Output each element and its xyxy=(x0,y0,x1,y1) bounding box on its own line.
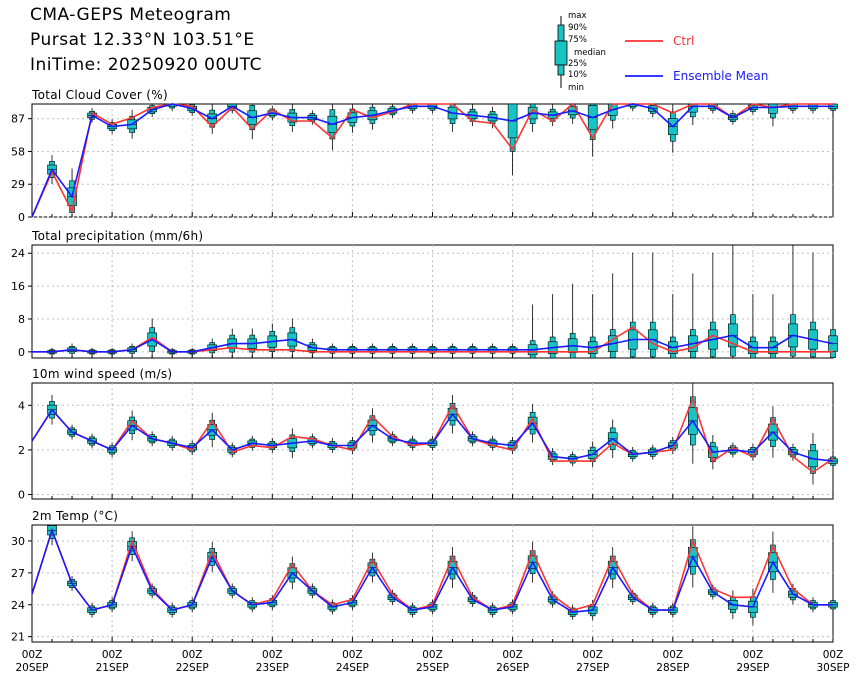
x-tick-label-date: 29SEP xyxy=(736,662,769,674)
legend-box-label: 25% xyxy=(568,59,587,69)
legend-box-label: min xyxy=(568,83,584,93)
x-tick-label-time: 00Z xyxy=(342,649,363,661)
panel-3 xyxy=(28,524,838,643)
x-tick-label-date: 25SEP xyxy=(416,662,449,674)
x-tick-label-date: 23SEP xyxy=(256,662,289,674)
x-tick-label-date: 22SEP xyxy=(176,662,209,674)
panel-title: 2m Temp (°C) xyxy=(32,509,118,523)
ensemble-mean-line xyxy=(31,408,834,462)
y-tick-label: 0 xyxy=(18,346,25,359)
y-tick-label: 8 xyxy=(18,313,25,326)
ensemble-mean-line xyxy=(32,334,834,353)
panel-1 xyxy=(28,244,838,359)
legend-box-label: 10% xyxy=(568,70,587,80)
y-tick-label: 2 xyxy=(18,444,25,457)
legend-box-label: median xyxy=(574,48,606,58)
y-tick-label: 29 xyxy=(11,178,25,191)
x-tick-label-time: 00Z xyxy=(102,649,123,661)
x-tick-label-time: 00Z xyxy=(182,649,203,661)
page-title: CMA-GEPS Meteogram xyxy=(30,5,232,25)
panel-title: Total precipitation (mm/6h) xyxy=(31,229,203,243)
x-tick-label-time: 00Z xyxy=(582,649,603,661)
legend-box-outer xyxy=(557,24,565,42)
x-tick-label-date: 21SEP xyxy=(96,662,129,674)
y-tick-label: 27 xyxy=(11,567,25,580)
y-tick-label: 16 xyxy=(11,280,25,293)
x-tick-label-date: 20SEP xyxy=(16,662,49,674)
x-tick-label-time: 00Z xyxy=(663,649,684,661)
init-time-label: IniTime: 20250920 00UTC xyxy=(30,55,263,75)
y-tick-label: 30 xyxy=(11,535,25,548)
x-tick-label-time: 00Z xyxy=(422,649,443,661)
y-tick-label: 0 xyxy=(18,489,25,502)
x-tick-label-time: 00Z xyxy=(743,649,764,661)
legend-label-mean: Ensemble Mean xyxy=(673,69,768,83)
legend-box-label: max xyxy=(568,11,587,21)
x-tick-label-time: 00Z xyxy=(502,649,523,661)
x-tick-label-time: 00Z xyxy=(262,649,283,661)
x-tick-label-date: 26SEP xyxy=(496,662,529,674)
x-tick-label-date: 30SEP xyxy=(817,662,850,674)
x-tick-label-date: 27SEP xyxy=(576,662,609,674)
y-tick-label: 24 xyxy=(11,599,25,612)
legend-box-inner xyxy=(554,40,568,66)
y-tick-label: 58 xyxy=(11,145,25,158)
y-tick-label: 4 xyxy=(18,399,25,412)
box-inner xyxy=(768,103,778,114)
legend-box-label: 75% xyxy=(568,35,587,45)
x-tick-label-date: 28SEP xyxy=(656,662,689,674)
legend-box-lower xyxy=(557,64,565,76)
y-tick-label: 24 xyxy=(11,247,25,260)
panel-title: 10m wind speed (m/s) xyxy=(32,367,172,381)
y-tick-label: 0 xyxy=(18,211,25,224)
ensemble-mean-line xyxy=(31,527,833,614)
x-tick-label-time: 00Z xyxy=(823,649,844,661)
x-tick-label-date: 24SEP xyxy=(336,662,369,674)
y-tick-label: 21 xyxy=(11,631,25,644)
x-tick-label-time: 00Z xyxy=(22,649,43,661)
panel-2 xyxy=(28,382,838,500)
location-label: Pursat 12.33°N 103.51°E xyxy=(30,30,255,50)
ensemble-mean-line xyxy=(31,103,833,218)
legend-label-ctrl: Ctrl xyxy=(673,34,694,48)
panel-0 xyxy=(28,102,838,218)
panel-title: Total Cloud Cover (%) xyxy=(31,88,168,102)
legend-box-label: 90% xyxy=(568,23,587,33)
y-tick-label: 87 xyxy=(11,113,25,126)
